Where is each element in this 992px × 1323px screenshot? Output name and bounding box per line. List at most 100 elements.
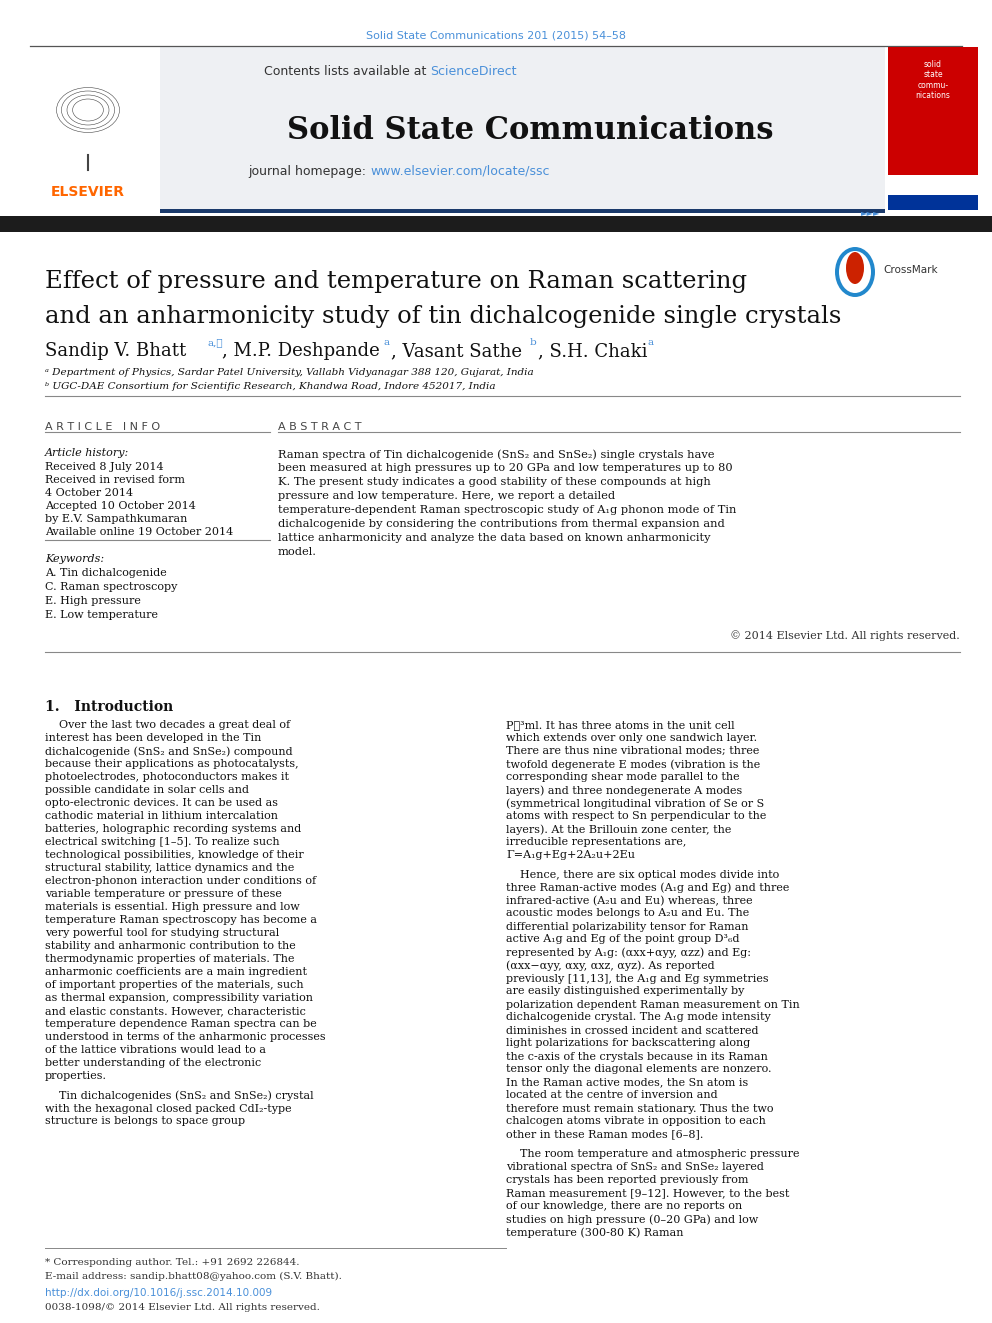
Text: atoms with respect to Sn perpendicular to the: atoms with respect to Sn perpendicular t… <box>506 811 767 822</box>
Text: temperature Raman spectroscopy has become a: temperature Raman spectroscopy has becom… <box>45 916 317 925</box>
Text: vibrational spectra of SnS₂ and SnSe₂ layered: vibrational spectra of SnS₂ and SnSe₂ la… <box>506 1162 764 1172</box>
Text: Received in revised form: Received in revised form <box>45 475 185 486</box>
Text: tensor only the diagonal elements are nonzero.: tensor only the diagonal elements are no… <box>506 1065 772 1074</box>
Text: of important properties of the materials, such: of important properties of the materials… <box>45 980 304 990</box>
Text: dichalcogenide (SnS₂ and SnSe₂) compound: dichalcogenide (SnS₂ and SnSe₂) compound <box>45 746 293 757</box>
Text: variable temperature or pressure of these: variable temperature or pressure of thes… <box>45 889 282 900</box>
Text: 0038-1098/© 2014 Elsevier Ltd. All rights reserved.: 0038-1098/© 2014 Elsevier Ltd. All right… <box>45 1303 319 1312</box>
Text: ᵃ Department of Physics, Sardar Patel University, Vallabh Vidyanagar 388 120, Gu: ᵃ Department of Physics, Sardar Patel Un… <box>45 368 534 377</box>
Text: understood in terms of the anharmonic processes: understood in terms of the anharmonic pr… <box>45 1032 325 1043</box>
Text: acoustic modes belongs to A₂u and Eu. The: acoustic modes belongs to A₂u and Eu. Th… <box>506 909 749 918</box>
Text: www.elsevier.com/locate/ssc: www.elsevier.com/locate/ssc <box>370 165 550 179</box>
Text: possible candidate in solar cells and: possible candidate in solar cells and <box>45 785 249 795</box>
Text: batteries, holographic recording systems and: batteries, holographic recording systems… <box>45 824 302 833</box>
Text: electrical switching [1–5]. To realize such: electrical switching [1–5]. To realize s… <box>45 837 280 847</box>
Bar <box>888 48 978 175</box>
Text: Γ=A₁g+Eg+2A₂u+2Eu: Γ=A₁g+Eg+2A₂u+2Eu <box>506 849 635 860</box>
Text: opto-electronic devices. It can be used as: opto-electronic devices. It can be used … <box>45 798 278 808</box>
Text: properties.: properties. <box>45 1072 107 1081</box>
Text: b: b <box>530 337 537 347</box>
Ellipse shape <box>846 251 864 284</box>
Text: been measured at high pressures up to 20 GPa and low temperatures up to 80: been measured at high pressures up to 20… <box>278 463 733 474</box>
Text: A. Tin dichalcogenide: A. Tin dichalcogenide <box>45 568 167 578</box>
Text: materials is essential. High pressure and low: materials is essential. High pressure an… <box>45 902 300 912</box>
Bar <box>888 194 978 210</box>
Text: Raman measurement [9–12]. However, to the best: Raman measurement [9–12]. However, to th… <box>506 1188 790 1199</box>
Text: A B S T R A C T: A B S T R A C T <box>278 422 361 433</box>
Text: E-mail address: sandip.bhatt08@yahoo.com (S.V. Bhatt).: E-mail address: sandip.bhatt08@yahoo.com… <box>45 1271 342 1281</box>
Text: therefore must remain stationary. Thus the two: therefore must remain stationary. Thus t… <box>506 1103 774 1114</box>
Text: E. Low temperature: E. Low temperature <box>45 610 158 620</box>
Text: three Raman-active modes (A₁g and Eg) and three: three Raman-active modes (A₁g and Eg) an… <box>506 882 790 893</box>
Text: (symmetrical longitudinal vibration of Se or S: (symmetrical longitudinal vibration of S… <box>506 798 764 808</box>
Bar <box>0 216 992 232</box>
Text: of the lattice vibrations would lead to a: of the lattice vibrations would lead to … <box>45 1045 266 1054</box>
Text: because their applications as photocatalysts,: because their applications as photocatal… <box>45 759 299 769</box>
Text: a: a <box>647 337 653 347</box>
Text: irreducible representations are,: irreducible representations are, <box>506 837 686 847</box>
Text: A R T I C L E   I N F O: A R T I C L E I N F O <box>45 422 160 433</box>
Ellipse shape <box>835 247 875 296</box>
Text: ELSEVIER: ELSEVIER <box>51 185 125 198</box>
Text: technological possibilities, knowledge of their: technological possibilities, knowledge o… <box>45 849 304 860</box>
Text: pressure and low temperature. Here, we report a detailed: pressure and low temperature. Here, we r… <box>278 491 615 501</box>
Text: and elastic constants. However, characteristic: and elastic constants. However, characte… <box>45 1005 306 1016</box>
Text: stability and anharmonic contribution to the: stability and anharmonic contribution to… <box>45 941 296 951</box>
Text: Effect of pressure and temperature on Raman scattering: Effect of pressure and temperature on Ra… <box>45 270 747 292</box>
Text: Available online 19 October 2014: Available online 19 October 2014 <box>45 527 233 537</box>
Text: thermodynamic properties of materials. The: thermodynamic properties of materials. T… <box>45 954 295 964</box>
Text: which extends over only one sandwich layer.: which extends over only one sandwich lay… <box>506 733 757 744</box>
Text: crystals has been reported previously from: crystals has been reported previously fr… <box>506 1175 749 1185</box>
Text: anharmonic coefficients are a main ingredient: anharmonic coefficients are a main ingre… <box>45 967 307 976</box>
Text: 4 October 2014: 4 October 2014 <box>45 488 133 497</box>
Text: and an anharmonicity study of tin dichalcogenide single crystals: and an anharmonicity study of tin dichal… <box>45 306 841 328</box>
Ellipse shape <box>839 251 871 292</box>
Text: represented by A₁g: (αxx+αyy, αzz) and Eg:: represented by A₁g: (αxx+αyy, αzz) and E… <box>506 947 751 958</box>
Text: previously [11,13], the A₁g and Eg symmetries: previously [11,13], the A₁g and Eg symme… <box>506 974 769 983</box>
Text: interest has been developed in the Tin: interest has been developed in the Tin <box>45 733 261 744</box>
Text: a: a <box>384 337 390 347</box>
Text: , S.H. Chaki: , S.H. Chaki <box>538 343 654 360</box>
Text: Solid State Communications: Solid State Communications <box>287 115 773 146</box>
Text: Solid State Communications 201 (2015) 54–58: Solid State Communications 201 (2015) 54… <box>366 30 626 40</box>
Text: corresponding shear mode parallel to the: corresponding shear mode parallel to the <box>506 773 740 782</box>
Text: dichalcogenide by considering the contributions from thermal expansion and: dichalcogenide by considering the contri… <box>278 519 725 529</box>
Text: layers) and three nondegenerate A modes: layers) and three nondegenerate A modes <box>506 785 742 795</box>
Text: polarization dependent Raman measurement on Tin: polarization dependent Raman measurement… <box>506 999 800 1009</box>
Text: infrared-active (A₂u and Eu) whereas, three: infrared-active (A₂u and Eu) whereas, th… <box>506 896 753 906</box>
Text: In the Raman active modes, the Sn atom is: In the Raman active modes, the Sn atom i… <box>506 1077 748 1088</box>
Bar <box>160 48 885 210</box>
Text: Contents lists available at: Contents lists available at <box>264 65 430 78</box>
Text: with the hexagonal closed packed CdI₂-type: with the hexagonal closed packed CdI₂-ty… <box>45 1103 292 1114</box>
Text: temperature (300-80 K) Raman: temperature (300-80 K) Raman <box>506 1226 683 1237</box>
Text: chalcogen atoms vibrate in opposition to each: chalcogen atoms vibrate in opposition to… <box>506 1117 766 1126</box>
Text: (αxx−αyy, αxy, αxz, αyz). As reported: (αxx−αyy, αxy, αxz, αyz). As reported <box>506 960 714 971</box>
Text: structural stability, lattice dynamics and the: structural stability, lattice dynamics a… <box>45 863 295 873</box>
Text: Received 8 July 2014: Received 8 July 2014 <box>45 462 164 472</box>
Text: The room temperature and atmospheric pressure: The room temperature and atmospheric pre… <box>506 1148 800 1159</box>
Text: K. The present study indicates a good stability of these compounds at high: K. The present study indicates a good st… <box>278 478 710 487</box>
Text: the c-axis of the crystals because in its Raman: the c-axis of the crystals because in it… <box>506 1052 768 1061</box>
Text: ᵇ UGC-DAE Consortium for Scientific Research, Khandwa Road, Indore 452017, India: ᵇ UGC-DAE Consortium for Scientific Rese… <box>45 382 495 392</box>
Text: P͟³ml. It has three atoms in the unit cell: P͟³ml. It has three atoms in the unit ce… <box>506 720 735 730</box>
Text: model.: model. <box>278 546 317 557</box>
Text: structure is belongs to space group: structure is belongs to space group <box>45 1117 245 1126</box>
Text: There are thus nine vibrational modes; three: There are thus nine vibrational modes; t… <box>506 746 759 755</box>
Text: very powerful tool for studying structural: very powerful tool for studying structur… <box>45 927 280 938</box>
Text: Keywords:: Keywords: <box>45 554 104 564</box>
Text: studies on high pressure (0–20 GPa) and low: studies on high pressure (0–20 GPa) and … <box>506 1215 758 1225</box>
Text: E. High pressure: E. High pressure <box>45 595 141 606</box>
Text: electron-phonon interaction under conditions of: electron-phonon interaction under condit… <box>45 876 316 886</box>
Text: cathodic material in lithium intercalation: cathodic material in lithium intercalati… <box>45 811 278 822</box>
Text: © 2014 Elsevier Ltd. All rights reserved.: © 2014 Elsevier Ltd. All rights reserved… <box>730 630 960 640</box>
Text: active A₁g and Eg of the point group D³₆d: active A₁g and Eg of the point group D³₆… <box>506 934 739 945</box>
Text: differential polarizability tensor for Raman: differential polarizability tensor for R… <box>506 922 749 931</box>
Bar <box>160 209 885 213</box>
Text: Article history:: Article history: <box>45 448 129 458</box>
Text: http://dx.doi.org/10.1016/j.ssc.2014.10.009: http://dx.doi.org/10.1016/j.ssc.2014.10.… <box>45 1289 272 1298</box>
Text: photoelectrodes, photoconductors makes it: photoelectrodes, photoconductors makes i… <box>45 773 289 782</box>
Text: Sandip V. Bhatt: Sandip V. Bhatt <box>45 343 192 360</box>
Text: dichalcogenide crystal. The A₁g mode intensity: dichalcogenide crystal. The A₁g mode int… <box>506 1012 771 1023</box>
Text: , M.P. Deshpande: , M.P. Deshpande <box>222 343 386 360</box>
Text: located at the centre of inversion and: located at the centre of inversion and <box>506 1090 717 1101</box>
